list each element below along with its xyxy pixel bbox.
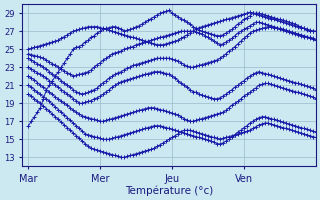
X-axis label: Température (°c): Température (°c) [125, 185, 213, 196]
